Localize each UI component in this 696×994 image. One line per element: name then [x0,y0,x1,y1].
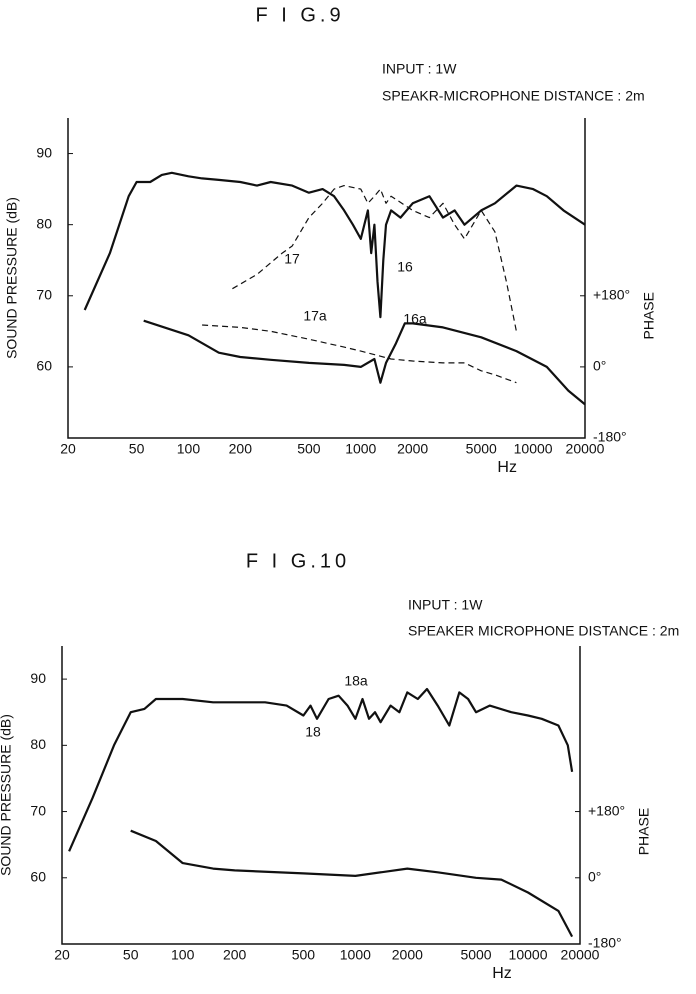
series-label: 16 [397,259,413,275]
x-tick-label: 2000 [392,947,423,963]
series-label: 16a [403,311,427,327]
y-tick-label: 90 [36,144,52,160]
x-tick-label: 20 [60,441,76,457]
series-line [232,185,517,332]
x-tick-label: 100 [177,441,201,457]
axes [67,118,586,439]
series-line [130,829,574,938]
series-line [202,324,517,384]
annotation: INPUT : 1W [408,597,483,613]
x-tick-label: 500 [292,947,316,963]
y-tick-label: 90 [30,670,46,686]
x-tick-label: 1000 [345,441,376,457]
y2-tick-label: +180° [588,802,625,818]
annotation: INPUT : 1W [382,61,457,77]
x-tick-label: 200 [229,441,253,457]
x-tick-label: 500 [297,441,321,457]
x-tick-label: 10000 [514,441,553,457]
series-label: 17 [284,251,300,267]
series-line [83,171,586,319]
y2-tick-label: +180° [593,286,630,302]
x-tick-label: 2000 [397,441,428,457]
y-axis-label: SOUND PRESSURE (dB) [4,197,20,359]
x-tick-label: 200 [223,947,247,963]
y-tick-label: 70 [30,802,46,818]
y2-tick-label: 0° [593,358,606,374]
y2-tick-label: 0° [588,868,601,884]
chart-title: F I G.9 [255,4,344,26]
series-label: 17a [303,308,327,324]
series-line [143,319,586,406]
y-axis-label: SOUND PRESSURE (dB) [0,714,14,876]
x-axis-label: Hz [497,459,517,476]
y-tick-label: 70 [36,286,52,302]
x-tick-label: 20000 [566,441,605,457]
x-tick-label: 50 [129,441,145,457]
y-tick-label: 80 [30,736,46,752]
annotation: SPEAKER MICROPHONE DISTANCE : 2m [408,623,679,639]
y-tick-label: 60 [36,358,52,374]
x-tick-label: 20000 [561,947,600,963]
x-tick-label: 5000 [460,947,491,963]
x-axis-label: Hz [492,965,512,982]
axes [61,646,581,945]
x-tick-label: 10000 [509,947,548,963]
series-line [68,687,574,852]
y-tick-label: 60 [30,868,46,884]
y2-tick-label: -180° [588,935,622,951]
series-label: 18 [305,724,321,740]
chart-title: F I G.10 [246,550,350,572]
x-tick-label: 1000 [340,947,371,963]
x-tick-label: 100 [171,947,195,963]
y-tick-label: 80 [36,215,52,231]
y2-tick-label: -180° [593,429,627,445]
y2-axis-label: PHASE [641,292,657,339]
annotation: SPEAKR-MICROPHONE DISTANCE : 2m [382,88,645,104]
x-tick-label: 20 [54,947,70,963]
y2-axis-label: PHASE [636,808,652,855]
x-tick-label: 50 [123,947,139,963]
series-label: 18a [344,673,368,689]
x-tick-label: 5000 [466,441,497,457]
